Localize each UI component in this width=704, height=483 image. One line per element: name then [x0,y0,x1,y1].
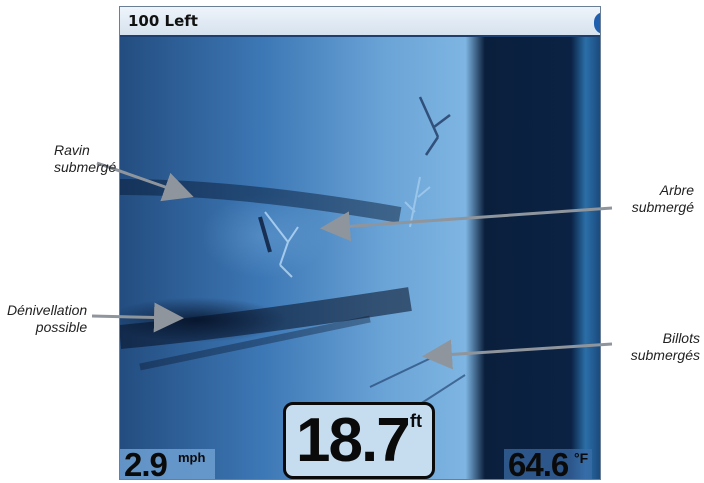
tree-branches [264,211,299,278]
title-bar: 100 Left [120,7,600,37]
callout-billots: Billots submergés [616,330,700,364]
callout-ravin: Ravin submergé [54,142,116,176]
speed-unit: mph [178,450,206,465]
speed-readout: 2.9 mph [120,446,215,479]
callout-arbre: Arbre submergé [616,182,694,216]
speed-value: 2.9 [124,446,168,479]
drop-off-streak [139,315,371,371]
snag-upper [418,96,451,156]
dark-shadow-mark [258,216,272,253]
callout-arbre-line2: submergé [631,199,694,215]
callout-ravin-line2: submergé [54,159,117,175]
depth-unit: ft [410,411,422,431]
callout-billots-line1: Billots [662,330,700,346]
ravine-shadow [120,179,402,223]
depth-value: 18.7 [296,406,411,475]
callout-denivellation-line2: possible [35,319,88,335]
callout-billots-line2: submergés [630,347,700,363]
temperature-value: 64.6 [508,446,569,479]
depth-readout: 18.7 ft [283,402,435,479]
corner-tab [594,12,600,34]
tree-branches-upper [404,176,431,228]
view-title: 100 Left [128,12,198,30]
sonar-screen: 100 Left 2.9 mph 18.7 ft 64.6 °F [120,7,600,479]
drop-off-shadow [120,287,412,349]
callout-denivellation-line1: Dénivellation [7,302,88,318]
temperature-readout: 64.6 °F [504,446,592,479]
callout-ravin-line1: Ravin [54,142,90,158]
callout-arbre-line1: Arbre [659,182,694,198]
temperature-unit: °F [574,450,589,466]
callout-denivellation: Dénivellation possible [7,302,87,336]
